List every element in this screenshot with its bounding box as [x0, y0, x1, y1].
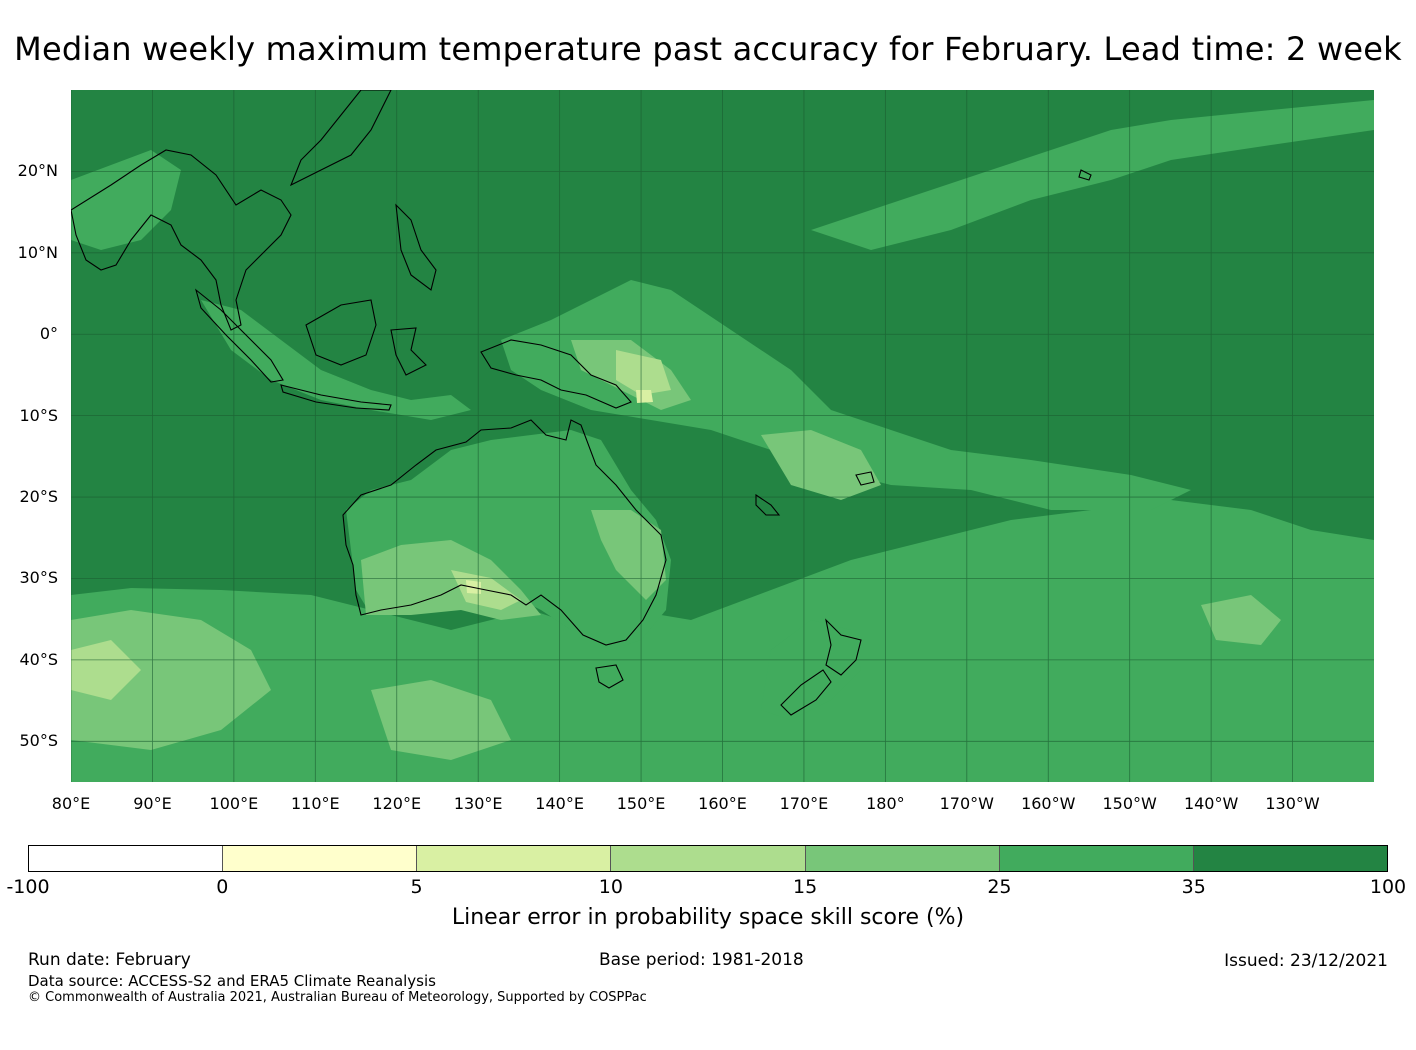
base-period: Base period: 1981-2018 [599, 950, 804, 970]
tasmania-coastline [595, 664, 624, 689]
sumatra-coastline [195, 288, 284, 383]
colorbar-tick-label: 5 [410, 876, 423, 898]
longitude-label: 90°E [133, 794, 172, 813]
southeast-asia-coastline [71, 149, 292, 331]
longitude-label: 160°W [1021, 794, 1076, 813]
australia-coastline [342, 419, 667, 646]
longitude-label: 100°E [209, 794, 259, 813]
run-date: Run date: February [28, 950, 191, 970]
colorbar-tick-label: 100 [1369, 876, 1407, 898]
longitude-label: 170°E [779, 794, 829, 813]
latitude-label: 20°N [17, 161, 58, 181]
issued-date: Issued: 23/12/2021 [1224, 951, 1388, 971]
new-guinea-coastline [480, 339, 632, 409]
latitude-label: 30°S [19, 568, 58, 588]
sulawesi-coastline [390, 327, 427, 376]
longitude-label: 150°E [616, 794, 666, 813]
longitude-label: 170°W [939, 794, 994, 813]
longitude-label: 130°W [1265, 794, 1320, 813]
new-caledonia-coastline [755, 493, 781, 516]
longitude-label: 150°W [1102, 794, 1157, 813]
north-pacific-band [811, 100, 1374, 250]
coastlines [71, 90, 1092, 716]
colorbar-tick-label: 15 [793, 876, 818, 898]
fiji-coastline [855, 471, 875, 486]
latitude-label: 50°S [19, 731, 58, 751]
east-pacific-patch [1201, 595, 1281, 645]
south-asia-region [71, 150, 181, 250]
east-australia [591, 510, 666, 600]
map-title: Median weekly maximum temperature past a… [14, 30, 1402, 68]
new-zealand-region [761, 620, 861, 720]
colorbar-segment [29, 846, 224, 871]
latitude-label: 10°S [19, 405, 58, 425]
maritime-region [201, 300, 471, 420]
longitude-label: 140°W [1183, 794, 1239, 813]
borneo-coastline [305, 299, 377, 366]
colorbar-label: Linear error in probability space skill … [451, 905, 965, 930]
colorbar-tick-label: 0 [216, 876, 229, 898]
colorbar-segment [1193, 846, 1387, 871]
new-zealand-south-coastline [780, 669, 832, 716]
colorbar-tick-label: 25 [987, 876, 1012, 898]
philippines-coastline [395, 203, 437, 291]
colorbar [28, 845, 1388, 872]
data-source: Data source: ACCESS-S2 and ERA5 Climate … [28, 972, 436, 990]
longitude-label: 140°E [535, 794, 584, 813]
latitude-label: 0° [39, 324, 58, 344]
skill-score-map [71, 90, 1374, 782]
equatorial-spot [636, 390, 653, 403]
indian-ocean-patch [71, 640, 141, 700]
southwest-ocean [71, 610, 271, 750]
colorbar-segment [417, 846, 612, 871]
china-coastline [289, 90, 392, 187]
longitude-label: 180° [866, 794, 905, 813]
longitude-label: 120°E [372, 794, 422, 813]
south-ocean-patch [371, 680, 511, 760]
hawaii-coastline [1078, 169, 1092, 181]
longitude-label: 160°E [698, 794, 747, 813]
bismarck-patch [616, 350, 671, 395]
longitude-label: 110°E [290, 794, 340, 813]
colorbar-tick-label: 10 [598, 876, 623, 898]
new-zealand-north-coastline [825, 618, 862, 676]
vanuatu-fiji-area [761, 430, 881, 500]
copyright: © Commonwealth of Australia 2021, Austra… [28, 990, 647, 1005]
longitude-label: 130°E [453, 794, 503, 813]
colorbar-segment [805, 846, 1000, 871]
colorbar-segment [999, 846, 1194, 871]
colorbar-tick-label: -100 [6, 876, 50, 898]
latitude-label: 20°S [19, 487, 58, 507]
colorbar-tick-label: 35 [1181, 876, 1206, 898]
colorbar-segment [611, 846, 806, 871]
latitude-label: 10°N [17, 242, 58, 262]
map-canvas [71, 90, 1374, 782]
colorbar-segment [223, 846, 418, 871]
longitude-label: 80°E [51, 794, 91, 813]
skill-region-5-15 [71, 350, 671, 700]
java-coastline [280, 384, 392, 411]
melanesia-region [501, 280, 1191, 510]
latitude-label: 40°S [19, 649, 58, 669]
